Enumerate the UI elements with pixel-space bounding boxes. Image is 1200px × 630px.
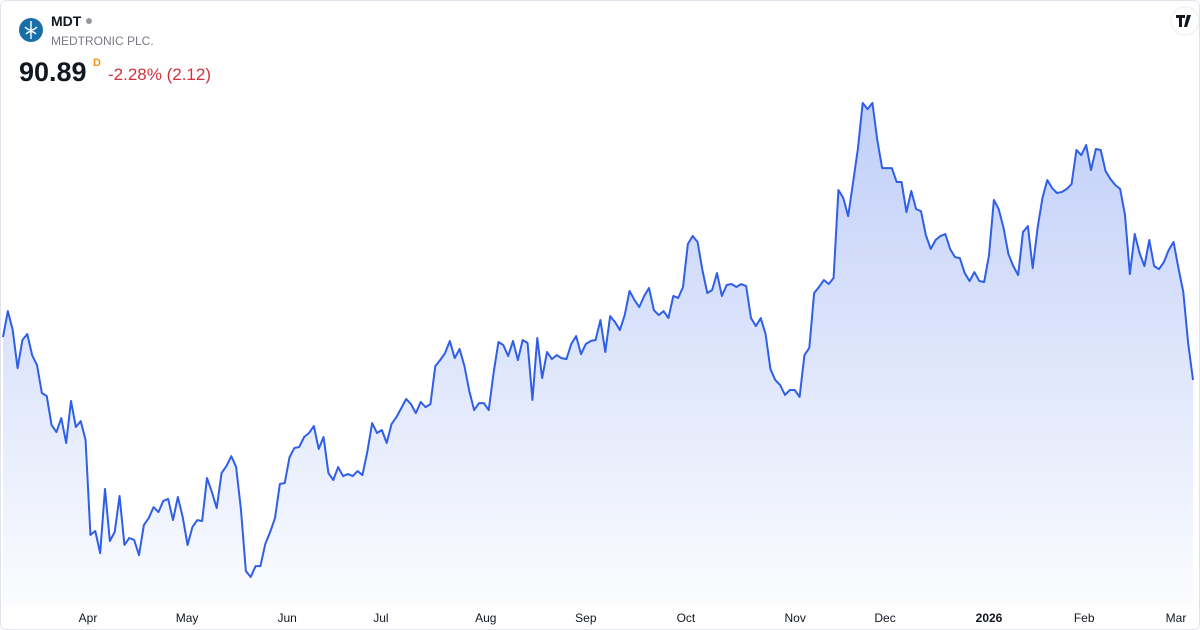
x-tick-label: Sep (575, 611, 597, 625)
price-line (2, 101, 1194, 579)
x-tick-label: Oct (677, 611, 696, 625)
brand-logo (1170, 6, 1200, 36)
x-tick-label: Nov (785, 611, 806, 625)
x-tick-label: Jul (373, 611, 388, 625)
company-name: MEDTRONIC PLC. (51, 34, 154, 48)
x-tick-label: Mar (1166, 611, 1187, 625)
logo-mark (24, 21, 38, 39)
change: -2.28% (2.12) (108, 65, 211, 84)
status-dot (86, 18, 92, 24)
interval: D (93, 57, 101, 69)
symbol: MDT (51, 13, 82, 29)
x-tick-label: Jun (277, 611, 296, 625)
x-tick-label: Dec (874, 611, 895, 625)
x-tick-label: Aug (475, 611, 496, 625)
area-fill (3, 102, 1193, 605)
x-tick-label: May (176, 611, 199, 625)
x-tick-label: Apr (79, 611, 98, 625)
price: 90.89 (19, 57, 87, 87)
x-tick-label: Feb (1074, 611, 1095, 625)
x-tick-label: 2026 (976, 611, 1003, 625)
plot-area: Apr May Jun Jul Aug Sep Oct Nov Dec 2026 Feb Mar (2, 101, 1194, 625)
